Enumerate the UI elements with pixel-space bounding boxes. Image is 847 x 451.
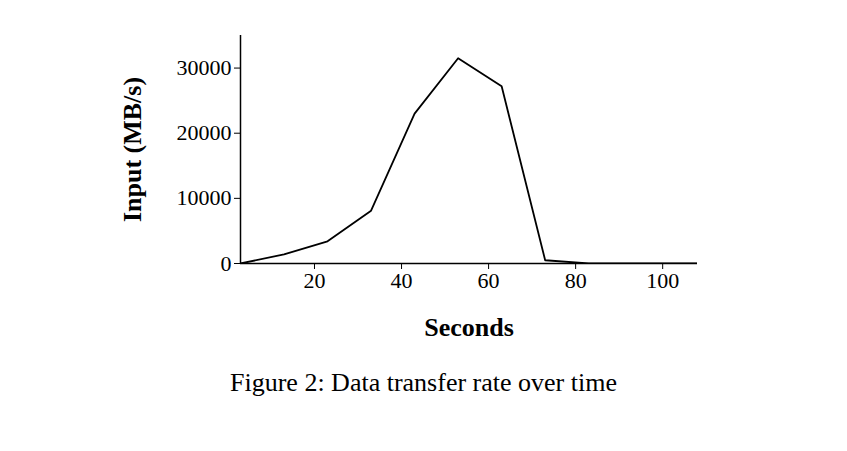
svg-text:40: 40: [391, 268, 413, 293]
svg-text:60: 60: [478, 268, 500, 293]
svg-text:30000: 30000: [177, 55, 232, 80]
html-text:Figure 2: Data transfer rate o: Figure 2: Data transfer rate over time: [230, 368, 617, 397]
svg-text:80: 80: [565, 268, 587, 293]
svg-text:0: 0: [221, 251, 232, 276]
svg-text:20: 20: [303, 268, 325, 293]
svg-text:20000: 20000: [177, 120, 232, 145]
svg-text:100: 100: [646, 268, 679, 293]
svg-text:Input (MB/s): Input (MB/s): [118, 77, 147, 222]
svg-text:Seconds: Seconds: [424, 313, 514, 342]
svg-text:10000: 10000: [177, 185, 232, 210]
